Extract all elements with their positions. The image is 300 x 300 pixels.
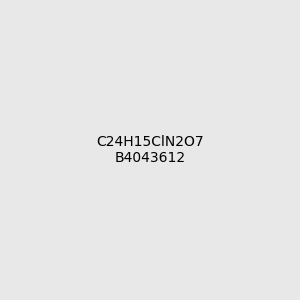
Text: C24H15ClN2O7
B4043612: C24H15ClN2O7 B4043612 (96, 135, 204, 165)
